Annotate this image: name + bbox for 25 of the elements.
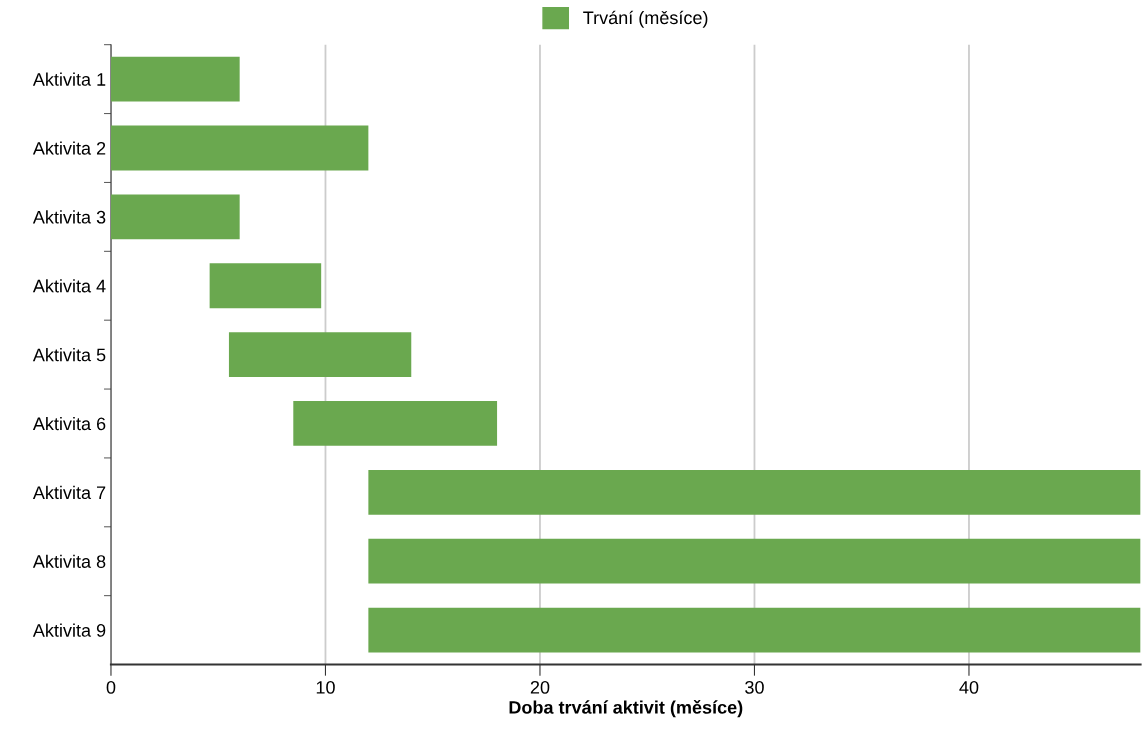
y-tick-label: Aktivita 4 bbox=[32, 279, 106, 293]
y-tick-label: Aktivita 7 bbox=[32, 485, 106, 500]
bar bbox=[368, 538, 1141, 584]
x-tick-label: 10 bbox=[316, 680, 335, 694]
y-tick-label: Aktivita 5 bbox=[32, 348, 106, 362]
y-tick-label: Aktivita 9 bbox=[32, 623, 106, 637]
bar bbox=[293, 401, 498, 446]
y-tick-label: Aktivita 3 bbox=[32, 210, 106, 224]
bar bbox=[209, 263, 322, 309]
x-tick-label: 20 bbox=[530, 680, 550, 694]
y-tick-label: Aktivita 2 bbox=[32, 141, 106, 155]
x-tick-label: 30 bbox=[745, 680, 764, 694]
y-tick-label: Aktivita 6 bbox=[32, 416, 106, 431]
y-tick-label: Aktivita 1 bbox=[32, 72, 106, 86]
x-tick-label: 0 bbox=[106, 680, 116, 694]
bar bbox=[368, 469, 1141, 515]
bar bbox=[110, 194, 240, 240]
bar bbox=[110, 125, 369, 171]
legend-label: Trvání (měsíce) bbox=[583, 10, 708, 28]
x-axis-title: Doba trvání aktivit (měsíce) bbox=[509, 700, 743, 718]
bar bbox=[368, 607, 1141, 653]
bar bbox=[228, 332, 412, 377]
bar bbox=[110, 56, 240, 102]
y-tick-label: Aktivita 8 bbox=[32, 554, 106, 568]
x-tick-label: 40 bbox=[959, 680, 979, 694]
